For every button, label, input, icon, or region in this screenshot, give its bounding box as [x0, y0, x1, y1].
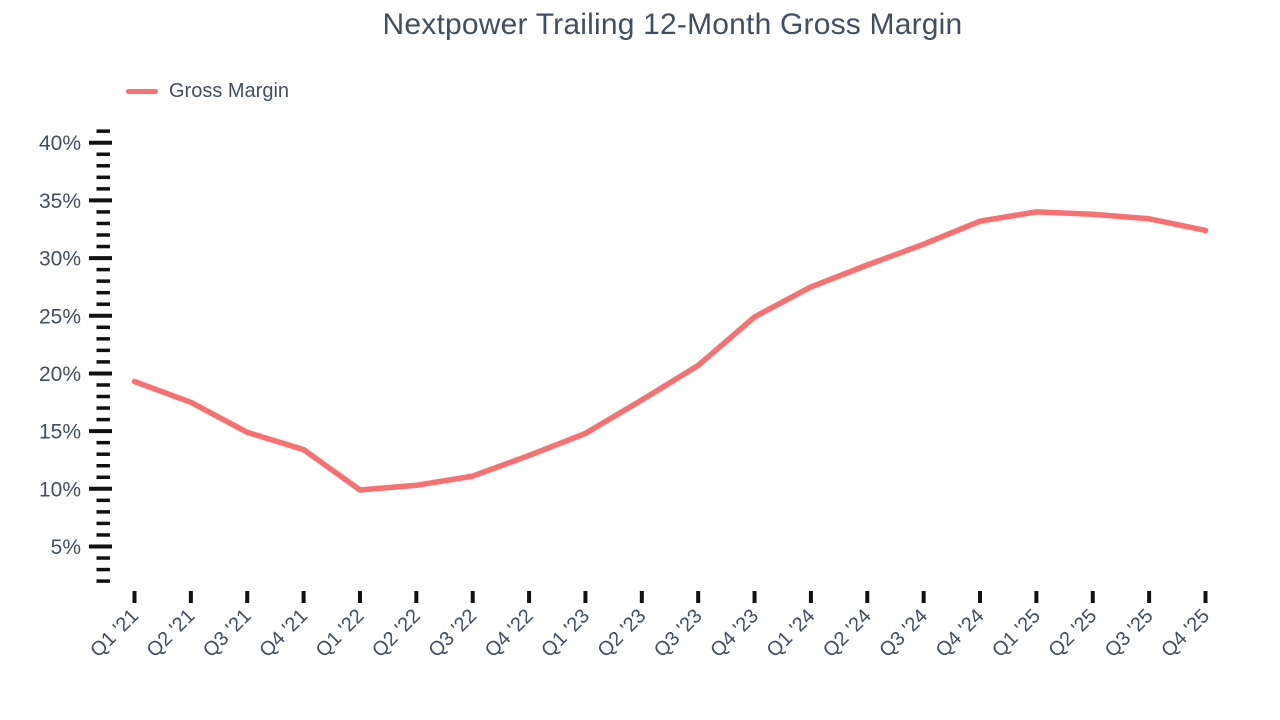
y-axis: 40% 35% 30% 25% 20% 15% 10% 5% — [39, 129, 112, 583]
legend: Gross Margin — [126, 79, 289, 103]
x-tick-label: Q3 '24 — [875, 605, 932, 662]
y-tick-label: 30% — [39, 248, 81, 271]
x-tick-label: Q2 '24 — [819, 605, 876, 662]
y-tick-label: 35% — [39, 190, 81, 213]
x-tick-label: Q3 '22 — [424, 605, 481, 662]
x-tick-label: Q1 '23 — [537, 605, 594, 662]
x-tick-label: Q3 '21 — [199, 605, 256, 662]
legend-label: Gross Margin — [169, 79, 290, 102]
x-tick-label: Q4 '21 — [255, 605, 312, 662]
y-tick-label: 25% — [39, 305, 81, 328]
y-tick-label: 20% — [39, 363, 81, 386]
x-tick-label: Q2 '25 — [1045, 605, 1102, 662]
x-axis: Q1 '21 Q2 '21 Q3 '21 Q4 '21 Q1 '22 Q2 '22 Q3 '… — [86, 591, 1214, 662]
x-tick-label: Q4 '23 — [706, 605, 763, 662]
x-tick-label: Q1 '24 — [763, 605, 820, 662]
y-tick-label: 15% — [39, 421, 81, 444]
x-tick-label: Q2 '22 — [368, 605, 425, 662]
legend-item-gross-margin[interactable]: Gross Margin — [126, 80, 289, 103]
chart-title: Nextpower Trailing 12-Month Gross Margin — [382, 8, 963, 41]
x-tick-label: Q2 '23 — [594, 605, 651, 662]
y-tick-label: 10% — [39, 478, 81, 501]
x-tick-label: Q3 '25 — [1101, 605, 1158, 662]
x-tick-label: Q1 '21 — [86, 605, 143, 662]
y-tick-label: 40% — [39, 132, 81, 155]
x-tick-label: Q4 '25 — [1157, 605, 1214, 662]
x-tick-label: Q1 '25 — [988, 605, 1045, 662]
y-tick-label: 5% — [51, 536, 81, 559]
series-line-gross-margin — [131, 209, 1209, 493]
x-tick-label: Q2 '21 — [143, 605, 200, 662]
x-tick-label: Q4 '24 — [932, 605, 989, 662]
x-tick-label: Q3 '23 — [650, 605, 707, 662]
x-tick-label: Q4 '22 — [481, 605, 538, 662]
legend-line-swatch — [126, 88, 158, 94]
x-tick-label: Q1 '22 — [312, 605, 369, 662]
